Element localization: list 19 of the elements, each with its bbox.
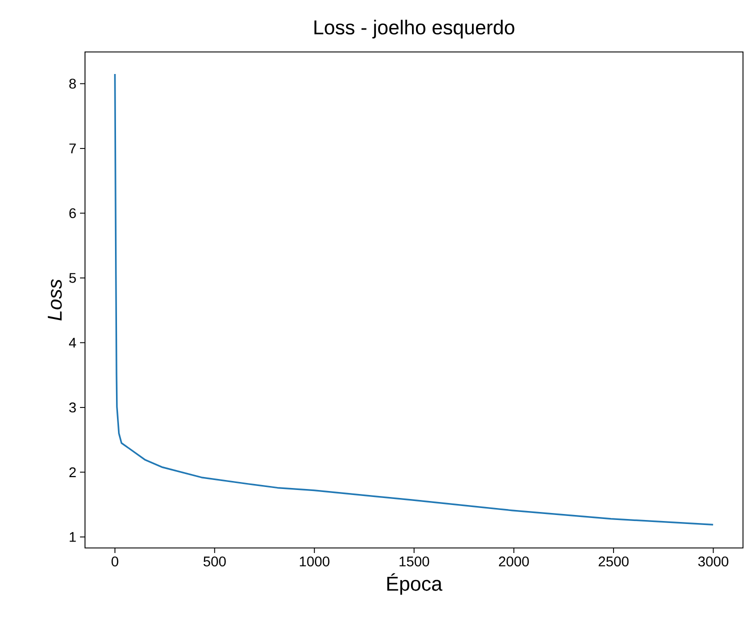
x-axis-title: Época (387, 573, 442, 595)
x-tick-label: 1500 (400, 556, 430, 566)
x-tick-label: 2000 (498, 556, 529, 566)
x-tick-label: 2500 (598, 556, 629, 566)
y-tick-label: 1 (70, 532, 76, 542)
y-axis-title: Loss (48, 279, 62, 320)
y-tick-label: 7 (69, 144, 76, 154)
y-tick-label: 3 (69, 402, 76, 412)
y-tick-label: 2 (69, 467, 76, 478)
y-tick-label: 8 (69, 78, 76, 89)
x-tick-label: 1000 (300, 556, 330, 566)
y-tick-label: 5 (69, 273, 76, 283)
line-series (114, 73, 714, 526)
x-tick-label: 500 (204, 556, 226, 566)
y-tick-label: 4 (69, 338, 76, 348)
x-tick-label: 0 (112, 556, 118, 566)
x-tick-label: 3000 (698, 556, 728, 566)
y-tick-label: 6 (69, 208, 76, 218)
chart-title: Loss - joelho esquerdo (314, 20, 514, 38)
